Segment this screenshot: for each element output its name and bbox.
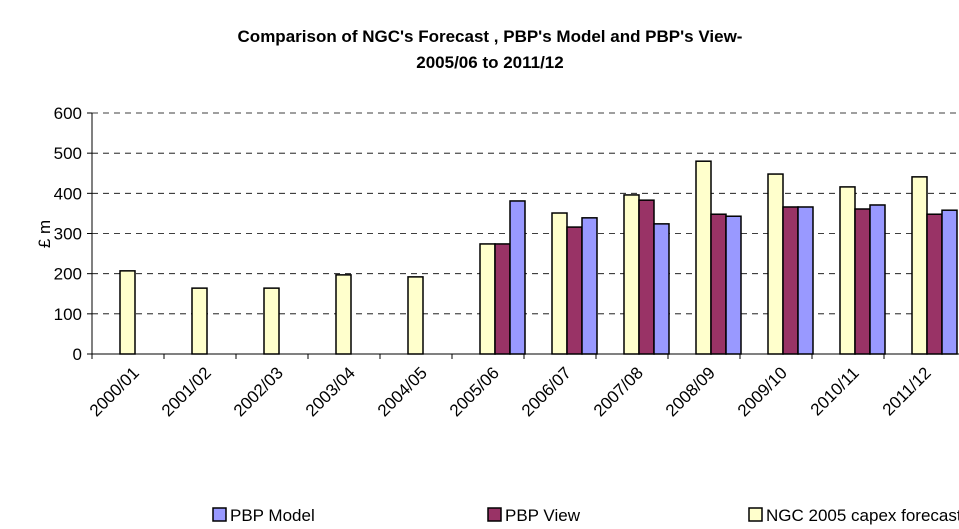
bar [911,176,928,355]
legend-swatch [487,507,502,522]
bar [494,243,511,355]
bar [623,194,640,355]
y-tick-label: 600 [54,104,82,123]
bar [191,287,208,355]
bar [551,212,568,355]
legend-label: PBP View [505,506,581,525]
x-tick-label: 2009/10 [734,363,791,420]
bar [263,287,280,355]
x-tick-label: 2003/04 [302,363,359,420]
bar [782,206,799,355]
bar [941,209,958,355]
chart-title: Comparison of NGC's Forecast , PBP's Mod… [238,27,743,46]
x-tick-label: 2001/02 [158,363,215,420]
legend-swatch [212,507,227,522]
bar [710,213,727,355]
bar [653,223,670,355]
chart-subtitle: 2005/06 to 2011/12 [416,53,563,72]
x-tick-label: 2004/05 [374,363,431,420]
x-tick-label: 2008/09 [662,363,719,420]
y-tick-label: 500 [54,144,82,163]
bar [119,270,136,355]
bar [797,206,814,355]
bar [566,226,583,355]
x-tick-label: 2006/07 [518,363,575,420]
bar [407,276,424,355]
bar [638,199,655,355]
x-tick-label: 2005/06 [446,363,503,420]
y-tick-label: 0 [73,345,82,364]
x-tick-label: 2000/01 [86,363,143,420]
y-tick-label: 100 [54,305,82,324]
legend-label: NGC 2005 capex forecast [766,506,959,525]
bar [926,213,943,355]
y-tick-label: 300 [54,225,82,244]
bar [854,208,871,355]
bar [695,160,712,355]
bar [479,243,496,355]
bar [509,200,526,355]
x-tick-label: 2007/08 [590,363,647,420]
y-axis-label: £ m [35,220,54,248]
bar [725,215,742,355]
bar [581,217,598,355]
x-tick-label: 2011/12 [879,363,935,419]
x-tick-label: 2002/03 [230,363,287,420]
legend-swatch [748,507,763,522]
bar [839,186,856,355]
x-tick-label: 2010/11 [807,363,863,419]
y-tick-label: 400 [54,184,82,203]
bar [869,204,886,355]
bar [767,173,784,355]
y-tick-label: 200 [54,265,82,284]
bar [335,274,352,355]
legend-label: PBP Model [230,506,315,525]
